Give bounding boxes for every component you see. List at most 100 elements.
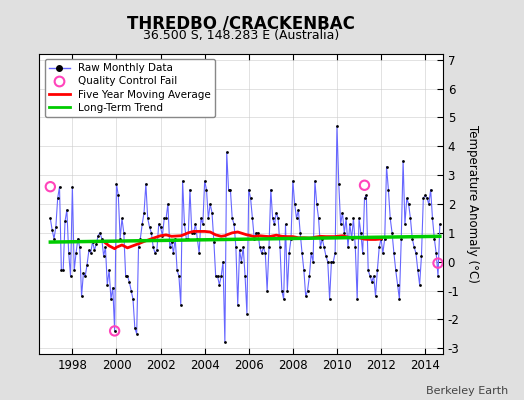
Point bbox=[427, 186, 435, 193]
Point bbox=[397, 236, 406, 242]
Point bbox=[312, 201, 321, 207]
Point bbox=[75, 244, 84, 250]
Point bbox=[435, 221, 444, 227]
Point bbox=[210, 238, 218, 245]
Point bbox=[86, 250, 95, 256]
Point bbox=[100, 253, 108, 259]
Point bbox=[322, 253, 330, 259]
Point bbox=[410, 244, 418, 250]
Point bbox=[152, 247, 161, 253]
Point bbox=[234, 302, 242, 308]
Point bbox=[320, 244, 329, 250]
Point bbox=[292, 215, 301, 222]
Point bbox=[331, 250, 340, 256]
Point bbox=[416, 282, 424, 288]
Point bbox=[311, 178, 319, 184]
Point bbox=[434, 260, 442, 266]
Point bbox=[305, 273, 313, 279]
Point bbox=[355, 215, 363, 222]
Point bbox=[72, 250, 80, 256]
Point bbox=[289, 178, 297, 184]
Point bbox=[268, 215, 277, 222]
Point bbox=[364, 267, 373, 274]
Point bbox=[171, 236, 179, 242]
Point bbox=[380, 236, 389, 242]
Point bbox=[384, 186, 392, 193]
Point bbox=[74, 236, 82, 242]
Point bbox=[114, 192, 123, 198]
Point bbox=[147, 230, 156, 236]
Point bbox=[101, 244, 110, 250]
Point bbox=[239, 244, 247, 250]
Point bbox=[373, 267, 381, 274]
Point bbox=[70, 267, 79, 274]
Point bbox=[287, 236, 295, 242]
Legend: Raw Monthly Data, Quality Control Fail, Five Year Moving Average, Long-Term Tren: Raw Monthly Data, Quality Control Fail, … bbox=[45, 59, 215, 117]
Point bbox=[366, 273, 374, 279]
Point bbox=[94, 232, 102, 239]
Point bbox=[63, 206, 71, 213]
Point bbox=[48, 227, 57, 233]
Point bbox=[318, 236, 326, 242]
Point bbox=[186, 186, 194, 193]
Point bbox=[208, 210, 216, 216]
Point bbox=[401, 221, 409, 227]
Point bbox=[166, 244, 174, 250]
Point bbox=[279, 296, 288, 302]
Point bbox=[134, 244, 143, 250]
Point bbox=[362, 192, 370, 198]
Point bbox=[245, 186, 253, 193]
Point bbox=[201, 178, 209, 184]
Point bbox=[344, 244, 352, 250]
Point bbox=[303, 287, 312, 294]
Point bbox=[103, 282, 112, 288]
Point bbox=[46, 215, 54, 222]
Point bbox=[394, 282, 402, 288]
Point bbox=[342, 215, 351, 222]
Point bbox=[424, 201, 433, 207]
Point bbox=[298, 250, 306, 256]
Point bbox=[177, 302, 185, 308]
Point bbox=[256, 244, 264, 250]
Point bbox=[419, 195, 428, 202]
Point bbox=[434, 273, 442, 279]
Point bbox=[316, 244, 324, 250]
Point bbox=[412, 250, 420, 256]
Point bbox=[307, 250, 315, 256]
Point bbox=[204, 215, 213, 222]
Point bbox=[335, 181, 343, 187]
Point bbox=[151, 250, 159, 256]
Point bbox=[226, 186, 235, 193]
Point bbox=[351, 244, 359, 250]
Point bbox=[248, 215, 257, 222]
Point bbox=[174, 273, 183, 279]
Point bbox=[191, 221, 200, 227]
Point bbox=[281, 221, 290, 227]
Point bbox=[257, 250, 266, 256]
Point bbox=[56, 184, 64, 190]
Point bbox=[228, 215, 236, 222]
Point bbox=[252, 230, 260, 236]
Point bbox=[61, 218, 69, 224]
Point bbox=[97, 236, 106, 242]
Point bbox=[108, 284, 117, 291]
Point bbox=[235, 247, 244, 253]
Point bbox=[112, 181, 121, 187]
Point bbox=[195, 250, 203, 256]
Point bbox=[276, 244, 284, 250]
Point bbox=[92, 241, 101, 248]
Point bbox=[368, 279, 376, 285]
Point bbox=[340, 230, 348, 236]
Text: Berkeley Earth: Berkeley Earth bbox=[426, 386, 508, 396]
Point bbox=[294, 206, 302, 213]
Point bbox=[111, 328, 119, 334]
Point bbox=[421, 192, 429, 198]
Point bbox=[79, 270, 88, 276]
Point bbox=[274, 215, 282, 222]
Point bbox=[300, 267, 308, 274]
Point bbox=[267, 186, 275, 193]
Point bbox=[243, 310, 251, 317]
Point bbox=[46, 184, 54, 190]
Point bbox=[417, 253, 425, 259]
Point bbox=[224, 186, 233, 193]
